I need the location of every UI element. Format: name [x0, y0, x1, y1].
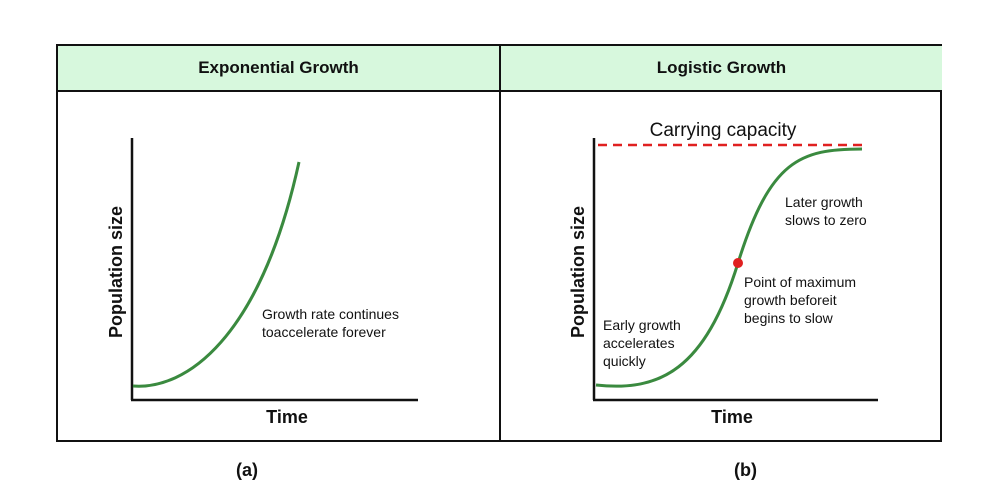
carrying-capacity-label: Carrying capacity	[650, 120, 797, 141]
exp-ylabel: Population size	[106, 206, 126, 338]
exp-annotation-line1: Growth rate continues	[262, 306, 399, 322]
logistic-title: Logistic Growth	[656, 58, 787, 77]
caption-a: (a)	[236, 460, 258, 480]
early-growth-line3: quickly	[603, 353, 646, 369]
max-growth-line1: Point of maximum	[744, 274, 856, 290]
log-ylabel: Population size	[568, 206, 588, 338]
caption-b: (b)	[734, 460, 757, 480]
exponential-header: Exponential Growth	[58, 46, 501, 92]
exponential-curve	[132, 161, 301, 388]
exponential-title: Exponential Growth	[198, 58, 359, 77]
later-growth-line1: Later growth	[785, 194, 863, 210]
max-growth-line3: begins to slow	[744, 310, 834, 326]
exp-xlabel: Time	[266, 407, 308, 427]
early-growth-line2: accelerates	[603, 335, 675, 351]
log-xlabel: Time	[711, 407, 753, 427]
logistic-header: Logistic Growth	[501, 46, 942, 92]
max-growth-marker	[733, 258, 743, 268]
later-growth-line2: slows to zero	[785, 212, 867, 228]
exponential-panel	[58, 92, 501, 440]
exp-annotation-line2: toaccelerate forever	[262, 324, 386, 340]
diagram-frame: Exponential Growth Logistic Growth	[56, 44, 942, 442]
early-growth-line1: Early growth	[603, 317, 681, 333]
max-growth-line2: growth beforeit	[744, 292, 837, 308]
